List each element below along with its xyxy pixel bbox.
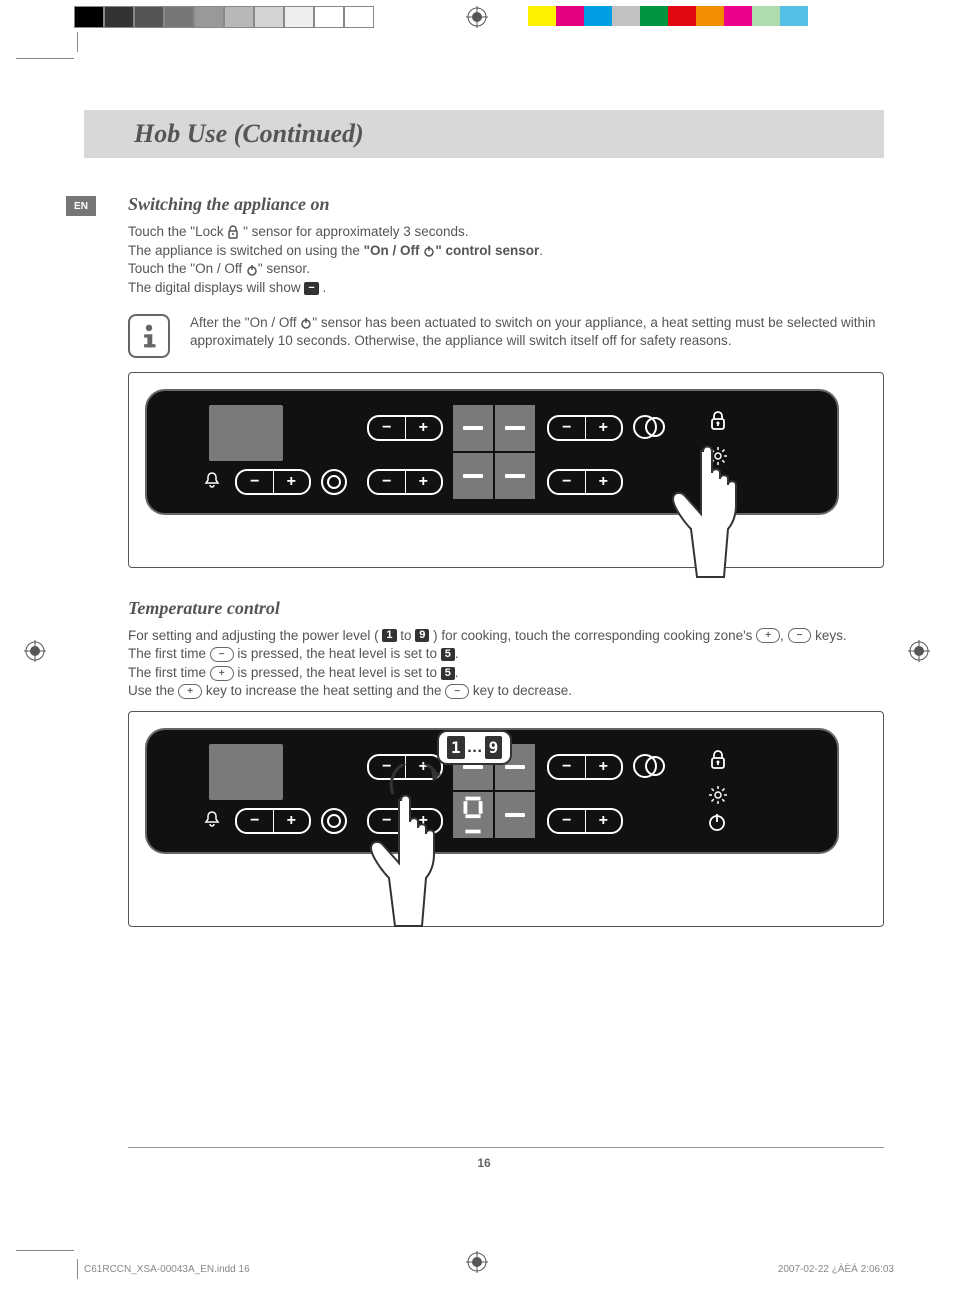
minus-plus-control: −+ [367, 808, 443, 834]
language-badge: EN [66, 196, 96, 216]
footer-filename: C61RCCN_XSA-00043A_EN.indd 16 [84, 1264, 250, 1275]
bubble-dots: … [467, 739, 483, 757]
print-color-ramp [528, 6, 808, 26]
bell-icon [203, 471, 221, 489]
display-grid [451, 403, 535, 499]
crop-mark [16, 1250, 74, 1251]
registration-mark-icon [24, 640, 46, 662]
print-gray-ramp [74, 6, 374, 28]
crop-mark [16, 58, 74, 59]
lock-icon [709, 750, 727, 770]
display-digit: 9 [415, 629, 429, 642]
minus-plus-control: −+ [547, 469, 623, 495]
lock-icon [709, 411, 727, 431]
segment-display [459, 796, 487, 834]
minus-plus-control: −+ [235, 469, 311, 495]
page-content: Hob Use (Continued) EN Switching the app… [84, 58, 884, 1218]
body-paragraph: Touch the "Lock " sensor for approximate… [128, 223, 884, 298]
info-callout: After the "On / Off " sensor has been ac… [128, 314, 884, 358]
minus-key-icon: − [445, 684, 469, 699]
minus-plus-control: −+ [547, 415, 623, 441]
section-title: Switching the appliance on [128, 194, 884, 215]
minus-key-icon: − [210, 647, 234, 662]
zone-icon [321, 469, 347, 495]
display-digit: 5 [441, 667, 455, 680]
crop-mark [77, 1259, 78, 1279]
display-block [209, 405, 283, 461]
display-dash-icon: − [304, 282, 318, 295]
power-icon [246, 264, 258, 276]
body-paragraph: For setting and adjusting the power leve… [128, 627, 884, 702]
heat-icon [707, 445, 729, 467]
imprint-footer: C61RCCN_XSA-00043A_EN.indd 16 2007-02-22… [84, 1264, 894, 1275]
footer-rule [128, 1147, 884, 1148]
bubble-digit: 9 [485, 736, 503, 759]
heat-icon [707, 784, 729, 806]
info-icon [128, 314, 170, 358]
power-icon [707, 473, 727, 493]
minus-plus-control: −+ [235, 808, 311, 834]
plus-key-icon: + [178, 684, 202, 699]
display-block [209, 744, 283, 800]
page-title: Hob Use (Continued) [134, 119, 364, 149]
power-icon [707, 812, 727, 832]
zone-icon [321, 808, 347, 834]
page-heading-bar: Hob Use (Continued) [84, 110, 884, 158]
plus-key-icon: + [756, 628, 780, 643]
power-icon [300, 317, 312, 329]
dual-zone-icon [633, 754, 667, 778]
lock-icon [227, 225, 239, 239]
minus-plus-control: −+ [367, 469, 443, 495]
arrow-icon [387, 764, 447, 800]
dual-zone-icon [633, 415, 667, 439]
minus-plus-control: −+ [547, 808, 623, 834]
registration-mark-icon [908, 640, 930, 662]
level-bubble: 1 … 9 [437, 730, 512, 765]
bell-icon [203, 810, 221, 828]
plus-key-icon: + [210, 666, 234, 681]
minus-plus-control: −+ [547, 754, 623, 780]
crop-mark [77, 32, 78, 52]
footer-timestamp: 2007-02-22 ¿ÀÈÄ 2:06:03 [778, 1264, 894, 1275]
section-title: Temperature control [128, 598, 884, 619]
registration-mark-icon [466, 6, 488, 28]
illustration-panel-1: −+ −+ −+ −+ −+ [128, 372, 884, 568]
minus-plus-control: −+ [367, 415, 443, 441]
info-text: After the "On / Off " sensor has been ac… [190, 314, 884, 351]
display-digit: 5 [441, 648, 455, 661]
minus-key-icon: − [788, 628, 812, 643]
power-icon [423, 245, 435, 257]
page-number: 16 [84, 1156, 884, 1170]
bubble-digit: 1 [447, 736, 465, 759]
display-digit: 1 [382, 629, 396, 642]
control-panel: −+ −+ −+ −+ −+ [145, 389, 839, 515]
illustration-panel-2: −+ −+ −+ −+ −+ 1 … 9 [128, 711, 884, 927]
